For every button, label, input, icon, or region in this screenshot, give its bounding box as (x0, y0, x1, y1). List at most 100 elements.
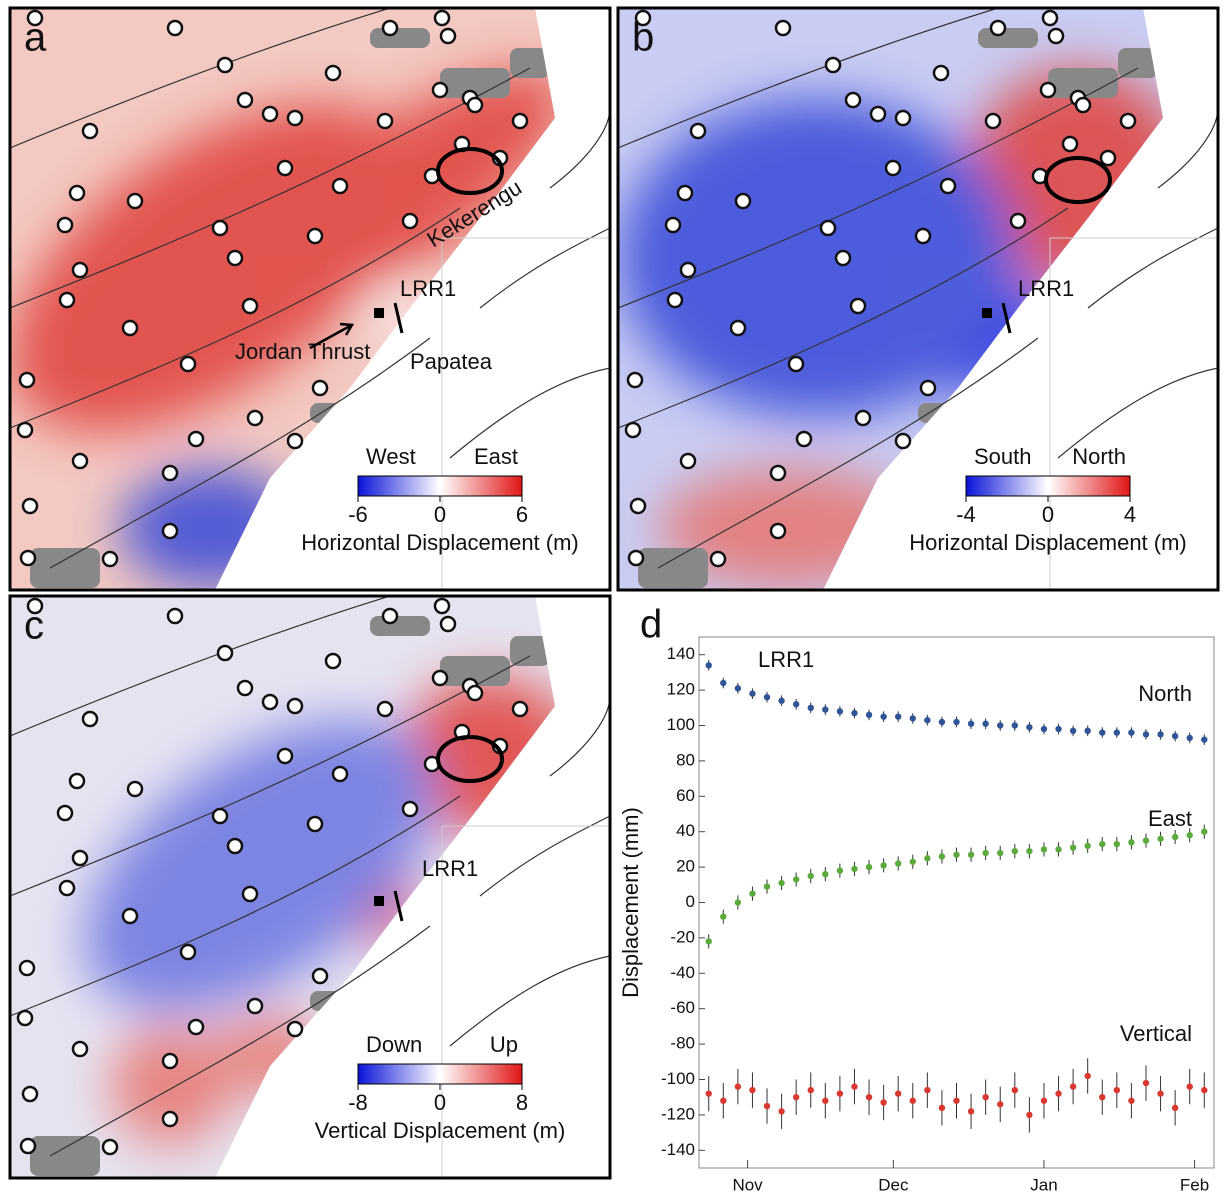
fault-line (479, 815, 610, 897)
data-point (1142, 837, 1150, 844)
fault-line (618, 207, 1069, 429)
panel-letter: a (24, 16, 47, 60)
data-point (1069, 727, 1077, 735)
urban-area (638, 548, 708, 588)
gps-site (466, 684, 484, 702)
gps-site (71, 849, 89, 867)
data-point (807, 872, 814, 880)
data-point (909, 1097, 916, 1104)
fault-line (10, 8, 391, 149)
fault-line (10, 795, 461, 1017)
colorbar-title: Vertical Displacement (m) (315, 1118, 566, 1143)
urban-area (310, 403, 360, 423)
gps-site (824, 56, 842, 74)
gps-site (286, 697, 304, 715)
gps-site (664, 216, 682, 234)
gps-site (246, 997, 264, 1015)
gps-site (101, 1138, 119, 1156)
gps-site (884, 159, 902, 177)
highlight-ellipse (436, 147, 504, 195)
colorbar (965, 475, 1131, 497)
data-point (1069, 844, 1077, 851)
panel-frame (8, 594, 612, 1180)
data-point (1113, 840, 1121, 848)
panel-letter: b (632, 16, 654, 60)
gps-site (58, 879, 76, 897)
y-tick-label: 40 (676, 821, 695, 840)
gps-site (81, 122, 99, 140)
gps-site (939, 177, 957, 195)
y-tick-label: 120 (667, 680, 695, 699)
data-point (894, 860, 902, 867)
gps-site (179, 943, 197, 961)
map-annotation: LRR1 (1018, 276, 1074, 301)
urban-area (1048, 68, 1118, 98)
gps-site (16, 1009, 34, 1027)
gps-site (376, 700, 394, 718)
gps-site (1061, 135, 1079, 153)
data-point (1171, 732, 1179, 740)
urban-area (1118, 48, 1158, 78)
data-point (1055, 846, 1062, 853)
data-point (763, 883, 771, 890)
gps-site (101, 550, 119, 568)
y-tick-label: 20 (676, 857, 695, 876)
gps-site (634, 9, 652, 27)
gps-site (376, 112, 394, 130)
gps-site (439, 615, 457, 633)
gps-site (433, 9, 451, 27)
gps-site (769, 464, 787, 482)
data-point (734, 685, 742, 692)
data-point (1084, 1072, 1091, 1080)
gps-site (666, 291, 684, 309)
data-point (778, 697, 785, 704)
urban-area (978, 28, 1038, 48)
data-point (851, 1083, 858, 1090)
gps-site (624, 421, 642, 439)
series-label: Vertical (1120, 1021, 1192, 1046)
gps-site (381, 19, 399, 37)
colorbar-tick-label: -6 (348, 502, 368, 527)
gps-site (261, 693, 279, 711)
x-tick-label: Nov (732, 1175, 763, 1194)
y-tick-label: -40 (670, 963, 695, 982)
colorbar-left-label: Down (366, 1032, 422, 1057)
data-point (953, 718, 960, 726)
data-point (1157, 835, 1164, 842)
gps-site (626, 371, 644, 389)
y-tick-label: -140 (661, 1140, 695, 1159)
data-point (880, 862, 887, 869)
colorbar-tick-label: -4 (956, 502, 976, 527)
gps-site (19, 549, 37, 567)
gps-site (894, 432, 912, 450)
data-point (1171, 1104, 1179, 1112)
x-tick-label: Dec (878, 1175, 909, 1194)
panel-letter: c (24, 604, 44, 648)
gps-site (324, 652, 342, 670)
gps-site (226, 837, 244, 855)
data-point (1055, 1090, 1062, 1097)
data-point (763, 1102, 771, 1110)
urban-area (918, 403, 968, 423)
data-point (792, 701, 800, 708)
gps-site (324, 64, 342, 82)
gps-site (787, 355, 805, 373)
gps-site (834, 249, 852, 267)
gps-site (21, 1085, 39, 1103)
papatea-fault (1001, 302, 1012, 334)
gps-site (236, 679, 254, 697)
urban-area (440, 656, 510, 686)
data-point (734, 1083, 742, 1090)
gps-site (121, 319, 139, 337)
data-point (720, 679, 727, 687)
data-point (924, 1086, 931, 1094)
data-point (938, 718, 946, 726)
gps-site (161, 522, 179, 540)
data-point (953, 851, 960, 858)
data-point (1099, 840, 1106, 848)
papatea-fault (393, 302, 404, 334)
data-point (822, 870, 829, 878)
gps-site (849, 297, 867, 315)
data-point (822, 706, 829, 713)
gps-site (16, 421, 34, 439)
